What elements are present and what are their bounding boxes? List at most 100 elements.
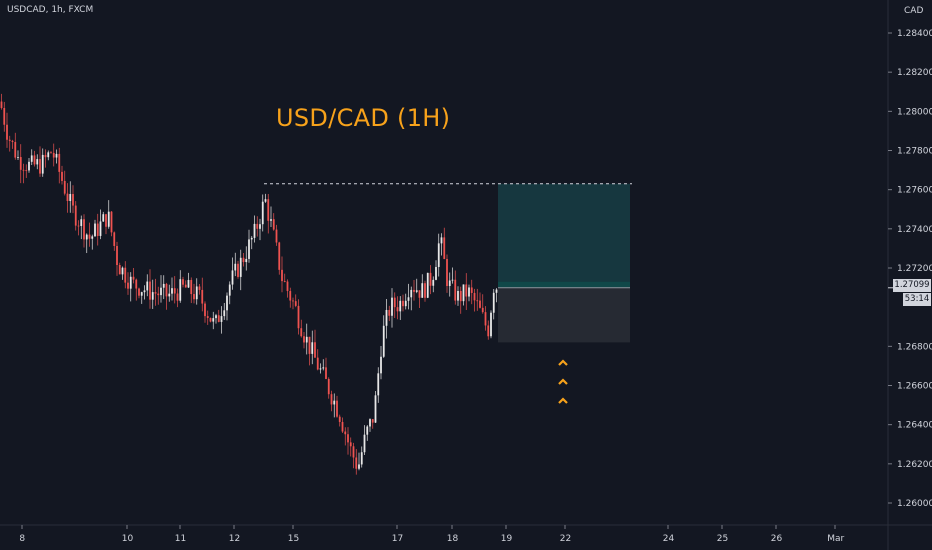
candle-body (193, 294, 195, 300)
candle-body (473, 292, 476, 301)
candle-body (14, 142, 17, 158)
candle-body (63, 180, 66, 194)
y-tick-label: 1.26400 (897, 421, 932, 431)
candle-body (275, 229, 278, 243)
candle-body (195, 286, 198, 300)
candle-body (454, 279, 457, 301)
candle-body (476, 300, 479, 302)
candle-body (267, 199, 270, 221)
candle-body (487, 325, 490, 337)
y-tick-label: 1.27800 (897, 147, 932, 157)
candle-body (492, 292, 495, 313)
candle-body (437, 243, 440, 267)
y-tick-label: 1.27200 (897, 264, 932, 274)
candle-body (36, 159, 39, 165)
candle-body (17, 157, 19, 158)
candle-body (55, 153, 58, 158)
candle-body (149, 281, 151, 300)
candle-body (344, 431, 347, 435)
x-tick-label: 22 (560, 534, 571, 544)
candle-body (316, 357, 319, 370)
candle-body (330, 394, 333, 405)
candle-body (25, 170, 28, 171)
candle-body (490, 312, 492, 337)
candle-body (110, 211, 113, 233)
chevron-up-icon (558, 359, 568, 366)
candle-body (319, 368, 322, 370)
candle-body (314, 342, 316, 358)
candle-body (404, 300, 407, 307)
candle-body (69, 194, 72, 201)
candle-body (495, 289, 498, 293)
candle-body (47, 152, 50, 158)
candle-body (451, 279, 454, 281)
candle-body (286, 281, 289, 292)
x-tick-label: 18 (447, 534, 459, 544)
candle-body (96, 223, 99, 236)
candle-body (99, 221, 102, 236)
candle-body (374, 395, 377, 423)
candle-body (292, 300, 294, 302)
candle-body (234, 263, 237, 271)
candle-body (424, 283, 426, 298)
candle-body (94, 223, 96, 237)
candle-body (421, 283, 424, 298)
candle-body (443, 237, 446, 259)
candle-body (407, 297, 410, 301)
candle-body (6, 124, 8, 140)
candle-body (52, 152, 55, 158)
candle-body (19, 157, 22, 170)
candle-body (179, 279, 182, 301)
candle-body (50, 152, 52, 154)
candle-body (388, 309, 391, 316)
candle-body (253, 223, 256, 238)
y-tick-label: 1.26600 (897, 382, 932, 392)
candle-body (333, 400, 336, 405)
y-tick-label: 1.28400 (897, 29, 932, 39)
currency-label: CAD (904, 6, 924, 16)
symbol-label: USDCAD, 1h, FXCM (7, 5, 94, 15)
candle-body (446, 258, 448, 287)
candle-body (308, 336, 311, 354)
candle-body (127, 282, 129, 289)
candle-body (215, 315, 217, 319)
last-price-badge: 1.27099 (893, 279, 931, 292)
candle-body (102, 214, 105, 222)
candle-body (226, 295, 228, 311)
candle-body (80, 219, 83, 226)
candle-body (228, 284, 231, 296)
candle-body (393, 297, 396, 308)
candle-body (300, 328, 303, 337)
y-tick-label: 1.28200 (897, 68, 932, 78)
x-tick-label: 25 (717, 534, 728, 544)
countdown-badge: 53:14 (903, 293, 931, 306)
candle-body (358, 464, 360, 469)
candle-body (41, 154, 44, 174)
candle-body (481, 307, 484, 313)
candle-body (28, 161, 30, 171)
candle-body (325, 367, 327, 379)
candle-body (154, 292, 157, 294)
candle-body (413, 289, 415, 292)
candle-body (380, 356, 382, 374)
candle-body (484, 312, 487, 326)
candle-body (88, 234, 91, 239)
candle-body (245, 258, 248, 263)
candle-body (327, 378, 330, 395)
candle-body (77, 225, 80, 227)
candle-body (366, 426, 369, 435)
candle-body (157, 293, 160, 296)
candle-body (83, 219, 85, 240)
candle-body (204, 303, 206, 317)
candle-body (107, 211, 110, 227)
y-tick-label: 1.26800 (897, 342, 932, 352)
x-tick-label: 17 (392, 534, 403, 544)
x-tick-label: 11 (175, 534, 186, 544)
candle-body (399, 300, 402, 312)
stop-zone (498, 287, 630, 343)
candle-body (162, 283, 165, 288)
x-tick-label: 10 (122, 534, 134, 544)
candle-body (190, 279, 193, 295)
candle-body (85, 234, 88, 240)
